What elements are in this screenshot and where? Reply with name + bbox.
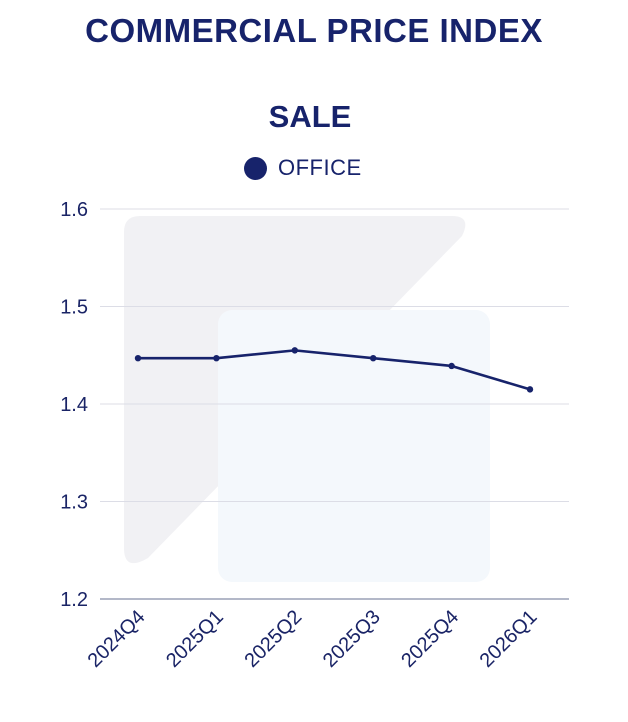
x-tick-label: 2025Q4 (397, 606, 463, 672)
x-tick-label: 2025Q3 (319, 606, 385, 672)
x-tick-label: 2025Q1 (162, 606, 228, 672)
legend-label-office: OFFICE (278, 155, 362, 180)
data-point[interactable] (213, 354, 220, 362)
data-point[interactable] (370, 354, 377, 362)
y-tick-label: 1.5 (60, 297, 88, 319)
chart-title: SALE (268, 99, 352, 134)
watermark-blue-shape (218, 310, 490, 582)
legend-swatch-icon (244, 156, 267, 180)
data-point[interactable] (448, 362, 455, 370)
grid (100, 208, 569, 600)
x-axis: 2024Q4 2025Q1 2025Q2 2025Q3 2025Q4 2026Q1 (84, 606, 542, 672)
x-tick-label: 2026Q1 (476, 606, 542, 672)
legend[interactable]: OFFICE (244, 154, 362, 182)
y-tick-label: 1.3 (60, 492, 88, 514)
y-tick-label: 1.4 (60, 394, 88, 416)
data-point[interactable] (526, 386, 534, 393)
x-tick-label: 2024Q4 (84, 606, 150, 672)
series-office (134, 347, 534, 393)
x-tick-label: 2025Q2 (240, 606, 306, 672)
y-tick-label: 1.6 (60, 199, 88, 221)
data-point[interactable] (134, 354, 142, 362)
page-title: COMMERCIAL PRICE INDEX (85, 12, 543, 49)
y-axis: 1.6 1.5 1.4 1.3 1.2 (60, 199, 88, 611)
y-tick-label: 1.2 (60, 589, 88, 611)
data-point[interactable] (291, 347, 298, 354)
watermark-logo (124, 216, 490, 582)
series-line (136, 349, 532, 391)
